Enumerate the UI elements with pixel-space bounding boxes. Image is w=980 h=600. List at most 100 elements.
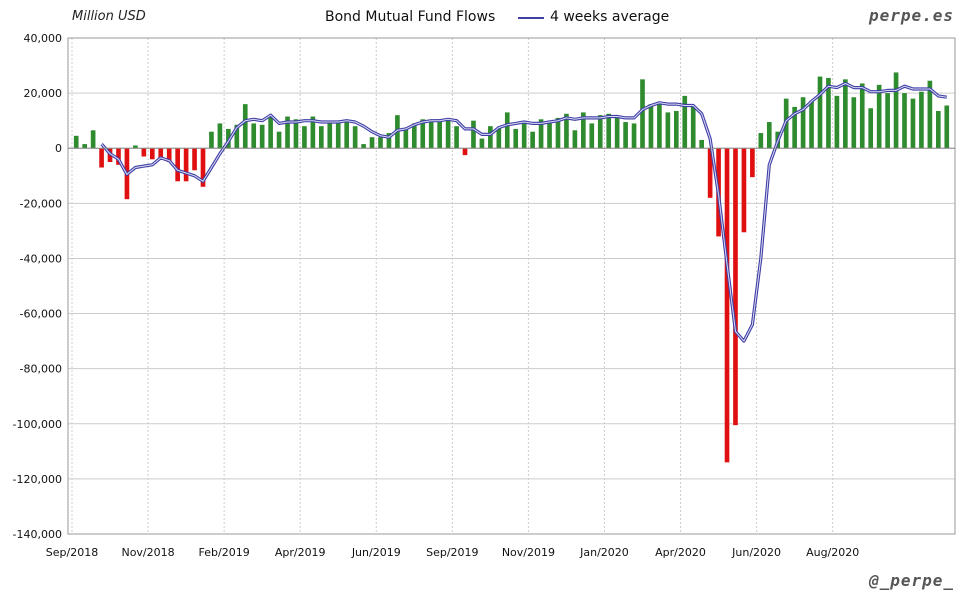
flow-bar [90, 130, 96, 149]
flow-bar [403, 128, 409, 149]
flow-bar [302, 126, 307, 149]
flow-bar [335, 120, 341, 149]
plot-border [67, 37, 956, 535]
x-tick-label: Apr/2020 [655, 546, 706, 559]
unit-label: Million USD [72, 9, 146, 24]
flow-bar [166, 148, 172, 162]
flow-bar [792, 106, 797, 149]
x-tick-label: Sep/2018 [46, 546, 98, 559]
flow-bar [750, 148, 755, 178]
flow-bar [293, 119, 299, 149]
flow-bar [589, 123, 595, 149]
x-tick-label: Jun/2019 [351, 546, 401, 559]
flow-bar [217, 123, 223, 149]
flow-bar [724, 148, 730, 463]
flow-bar [944, 105, 950, 149]
flow-bar [741, 148, 747, 233]
flow-bar [572, 130, 578, 149]
flow-bar [82, 144, 88, 149]
legend-label: 4 weeks average [550, 9, 670, 25]
average-line-highlight [101, 83, 947, 342]
flow-bar [352, 126, 358, 149]
x-tick-label: Feb/2019 [199, 546, 250, 559]
flow-bar [428, 122, 434, 149]
bars-layer [73, 72, 950, 463]
x-tick-label: Nov/2019 [502, 546, 555, 559]
flow-bar [614, 117, 620, 149]
flow-bar [462, 148, 468, 156]
flow-bar [606, 113, 612, 149]
flow-bar [471, 120, 476, 149]
flow-bar [479, 138, 485, 149]
flow-bar [665, 112, 671, 149]
y-tick-label: 40,000 [24, 32, 63, 45]
x-tick-label: Aug/2020 [806, 546, 859, 559]
y-tick-label: 20,000 [24, 87, 63, 100]
flow-bar [158, 148, 164, 160]
flow-bar [454, 126, 459, 149]
flow-bar [597, 115, 603, 149]
flow-bar [843, 79, 848, 149]
flow-bar [657, 104, 662, 149]
flow-bar [73, 135, 79, 149]
average-line-layer [100, 81, 948, 343]
flow-bar [175, 148, 180, 182]
flow-bar [209, 131, 214, 149]
y-tick-label: -20,000 [20, 197, 62, 210]
flow-bar [200, 148, 206, 187]
flow-bar [310, 116, 316, 149]
flow-bar [369, 137, 375, 149]
flow-bar [285, 116, 290, 149]
y-tick-label: -40,000 [20, 252, 62, 265]
flow-bar [259, 124, 265, 149]
flow-bar [344, 120, 350, 149]
flow-bar [733, 148, 738, 426]
flow-bar [513, 128, 519, 149]
flow-bar [437, 119, 442, 149]
flow-bar [834, 95, 840, 149]
flow-bar [234, 124, 240, 149]
flow-bar [547, 120, 552, 149]
flow-bar [699, 139, 704, 149]
y-tick-label: -60,000 [20, 308, 62, 321]
flow-bar [141, 148, 147, 157]
x-tick-label: Nov/2018 [121, 546, 174, 559]
flow-bar [648, 104, 654, 149]
flow-bar [496, 127, 502, 149]
grid-layer [68, 37, 955, 535]
flow-bar [327, 120, 333, 149]
flow-bar [876, 84, 882, 149]
flow-bar [935, 111, 941, 149]
flow-bar [682, 95, 688, 149]
flow-bar [640, 79, 645, 149]
flow-bar [420, 119, 426, 149]
flow-bar [927, 80, 933, 149]
flow-bar [893, 72, 899, 149]
flow-bar [817, 76, 823, 149]
legend-line-swatch [518, 17, 544, 19]
flow-bar [851, 97, 857, 149]
flow-bar [885, 93, 890, 149]
x-tick-label: Jan/2020 [579, 546, 629, 559]
y-tick-label: -140,000 [13, 528, 62, 541]
flow-bar [859, 83, 865, 149]
flow-bar [919, 91, 924, 149]
flow-bar [183, 148, 189, 182]
flow-bar [809, 101, 814, 149]
flow-bar [411, 123, 417, 149]
flow-bar [116, 148, 121, 165]
flow-bar [707, 148, 713, 198]
flow-bar [766, 122, 772, 149]
flow-bar [758, 133, 764, 149]
flow-bar [445, 119, 451, 149]
flow-bar [623, 122, 628, 149]
flow-bar [99, 148, 104, 168]
x-tick-label: Jun/2020 [731, 546, 781, 559]
flow-bar [242, 104, 248, 149]
flow-bar [581, 112, 586, 149]
x-tick-label: Sep/2019 [426, 546, 478, 559]
flow-bar [564, 113, 569, 149]
y-tick-label: -120,000 [13, 473, 62, 486]
